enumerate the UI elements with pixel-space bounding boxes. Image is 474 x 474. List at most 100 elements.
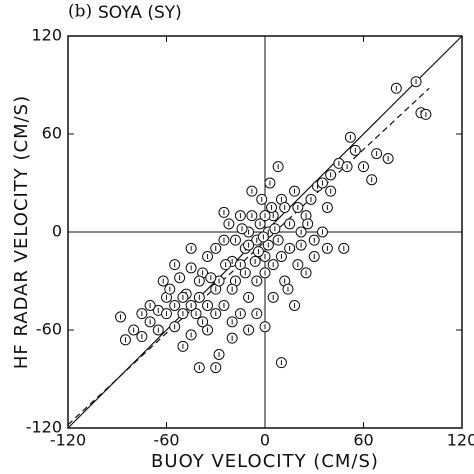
y-tick-label: 0	[52, 222, 62, 241]
point	[226, 316, 238, 328]
point	[152, 324, 164, 336]
point	[169, 259, 181, 271]
point	[218, 234, 230, 246]
point	[410, 76, 422, 88]
point	[229, 234, 241, 246]
point	[144, 300, 156, 311]
point	[161, 291, 172, 303]
point	[220, 259, 232, 271]
point	[185, 262, 197, 274]
point	[420, 108, 432, 120]
point	[136, 331, 148, 343]
point	[316, 226, 328, 238]
point	[239, 267, 251, 279]
y-axis-label: HF RADAR VELOCITY (CM/S)	[11, 95, 32, 369]
point	[193, 275, 205, 287]
point	[234, 210, 246, 222]
point	[205, 272, 217, 284]
point	[344, 131, 356, 143]
point	[243, 239, 255, 251]
point	[185, 329, 197, 341]
point	[115, 311, 127, 323]
point	[295, 239, 307, 251]
point	[308, 251, 320, 262]
point	[358, 161, 369, 173]
point	[308, 234, 320, 246]
point	[177, 291, 189, 303]
point	[266, 202, 278, 213]
panel-label: (b)	[68, 2, 92, 22]
point	[292, 259, 304, 271]
point	[382, 153, 394, 164]
point	[190, 308, 202, 320]
point	[144, 316, 156, 328]
point	[243, 324, 255, 336]
point	[210, 308, 222, 320]
point	[305, 193, 317, 205]
point	[226, 283, 238, 295]
point	[185, 300, 197, 311]
point	[236, 223, 248, 235]
point	[371, 148, 383, 160]
point	[338, 242, 350, 254]
point	[366, 174, 378, 186]
point	[259, 267, 271, 279]
point	[267, 291, 279, 303]
point	[259, 321, 271, 333]
point	[164, 283, 176, 295]
point	[218, 300, 230, 311]
y-tick-label: 120	[31, 26, 62, 45]
x-tick-label: 120	[447, 431, 474, 450]
point	[223, 218, 235, 230]
point	[341, 161, 353, 173]
point	[272, 234, 284, 246]
point	[161, 308, 172, 320]
point	[390, 82, 402, 94]
point	[226, 332, 238, 344]
y-tick-label: 60	[42, 124, 62, 143]
point	[275, 193, 287, 205]
x-tick-label: -120	[50, 431, 86, 450]
point	[321, 242, 333, 254]
point	[275, 357, 287, 369]
point	[267, 210, 279, 222]
point	[269, 223, 281, 235]
x-tick-label: 0	[260, 431, 270, 450]
point	[234, 308, 246, 320]
point	[193, 362, 205, 374]
point	[136, 308, 148, 320]
point	[213, 349, 225, 360]
point	[257, 231, 269, 243]
point	[252, 246, 264, 258]
point	[284, 242, 296, 254]
point	[246, 185, 258, 197]
point	[349, 144, 361, 156]
point	[119, 334, 131, 346]
chart-title: SOYA (SY)	[98, 3, 182, 23]
point	[321, 202, 333, 213]
point	[210, 362, 222, 374]
point	[282, 283, 294, 295]
point	[259, 210, 271, 222]
point	[157, 275, 169, 287]
point	[193, 291, 205, 303]
point	[251, 275, 263, 287]
point	[202, 251, 214, 262]
point	[213, 275, 225, 287]
point	[177, 308, 189, 320]
point	[279, 202, 291, 213]
point	[234, 259, 246, 271]
point	[272, 161, 284, 173]
point	[316, 177, 328, 189]
point	[210, 242, 222, 254]
y-tick-label: -60	[36, 320, 62, 339]
point	[325, 185, 337, 197]
point	[249, 255, 261, 267]
point	[197, 316, 209, 328]
point	[218, 206, 230, 218]
point	[256, 193, 268, 205]
point	[251, 308, 263, 320]
point	[302, 218, 314, 230]
point	[292, 202, 304, 213]
point	[246, 210, 258, 222]
